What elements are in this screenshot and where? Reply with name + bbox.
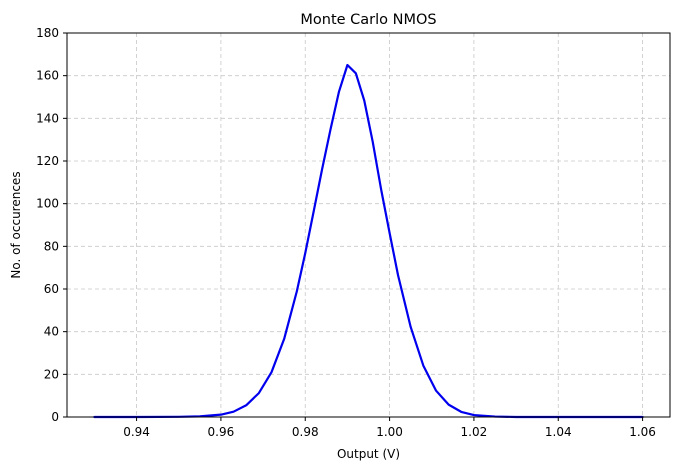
y-axis-ticks: 0 20 40 60 80 100 120 140 160 180: [36, 26, 67, 424]
x-tick-label: 1.00: [376, 425, 403, 439]
plot-frame: [66, 32, 671, 418]
y-tick-label: 0: [51, 410, 59, 424]
chart-title: Monte Carlo NMOS: [300, 12, 436, 28]
x-tick-label: 0.94: [123, 425, 150, 439]
y-tick-label: 180: [36, 26, 59, 40]
grid: [67, 32, 670, 418]
x-axis-title: Output (V): [337, 447, 400, 461]
series-line: [93, 63, 644, 419]
y-tick-label: 120: [36, 154, 59, 168]
y-tick-label: 140: [36, 111, 59, 125]
y-tick-label: 160: [36, 69, 59, 83]
x-tick-label: 1.06: [629, 425, 656, 439]
y-axis-title: No. of occurences: [9, 171, 23, 278]
x-tick-label: 0.98: [292, 425, 319, 439]
x-tick-label: 1.02: [461, 425, 488, 439]
x-tick-label: 0.96: [208, 425, 235, 439]
y-tick-label: 60: [44, 282, 59, 296]
y-tick-label: 40: [44, 325, 59, 339]
x-tick-label: 1.04: [545, 425, 572, 439]
y-tick-label: 100: [36, 197, 59, 211]
y-tick-label: 80: [44, 239, 59, 253]
y-tick-label: 20: [44, 367, 59, 381]
x-axis-ticks: 0.94 0.96 0.98 1.00 1.02 1.04 1.06: [123, 417, 656, 439]
